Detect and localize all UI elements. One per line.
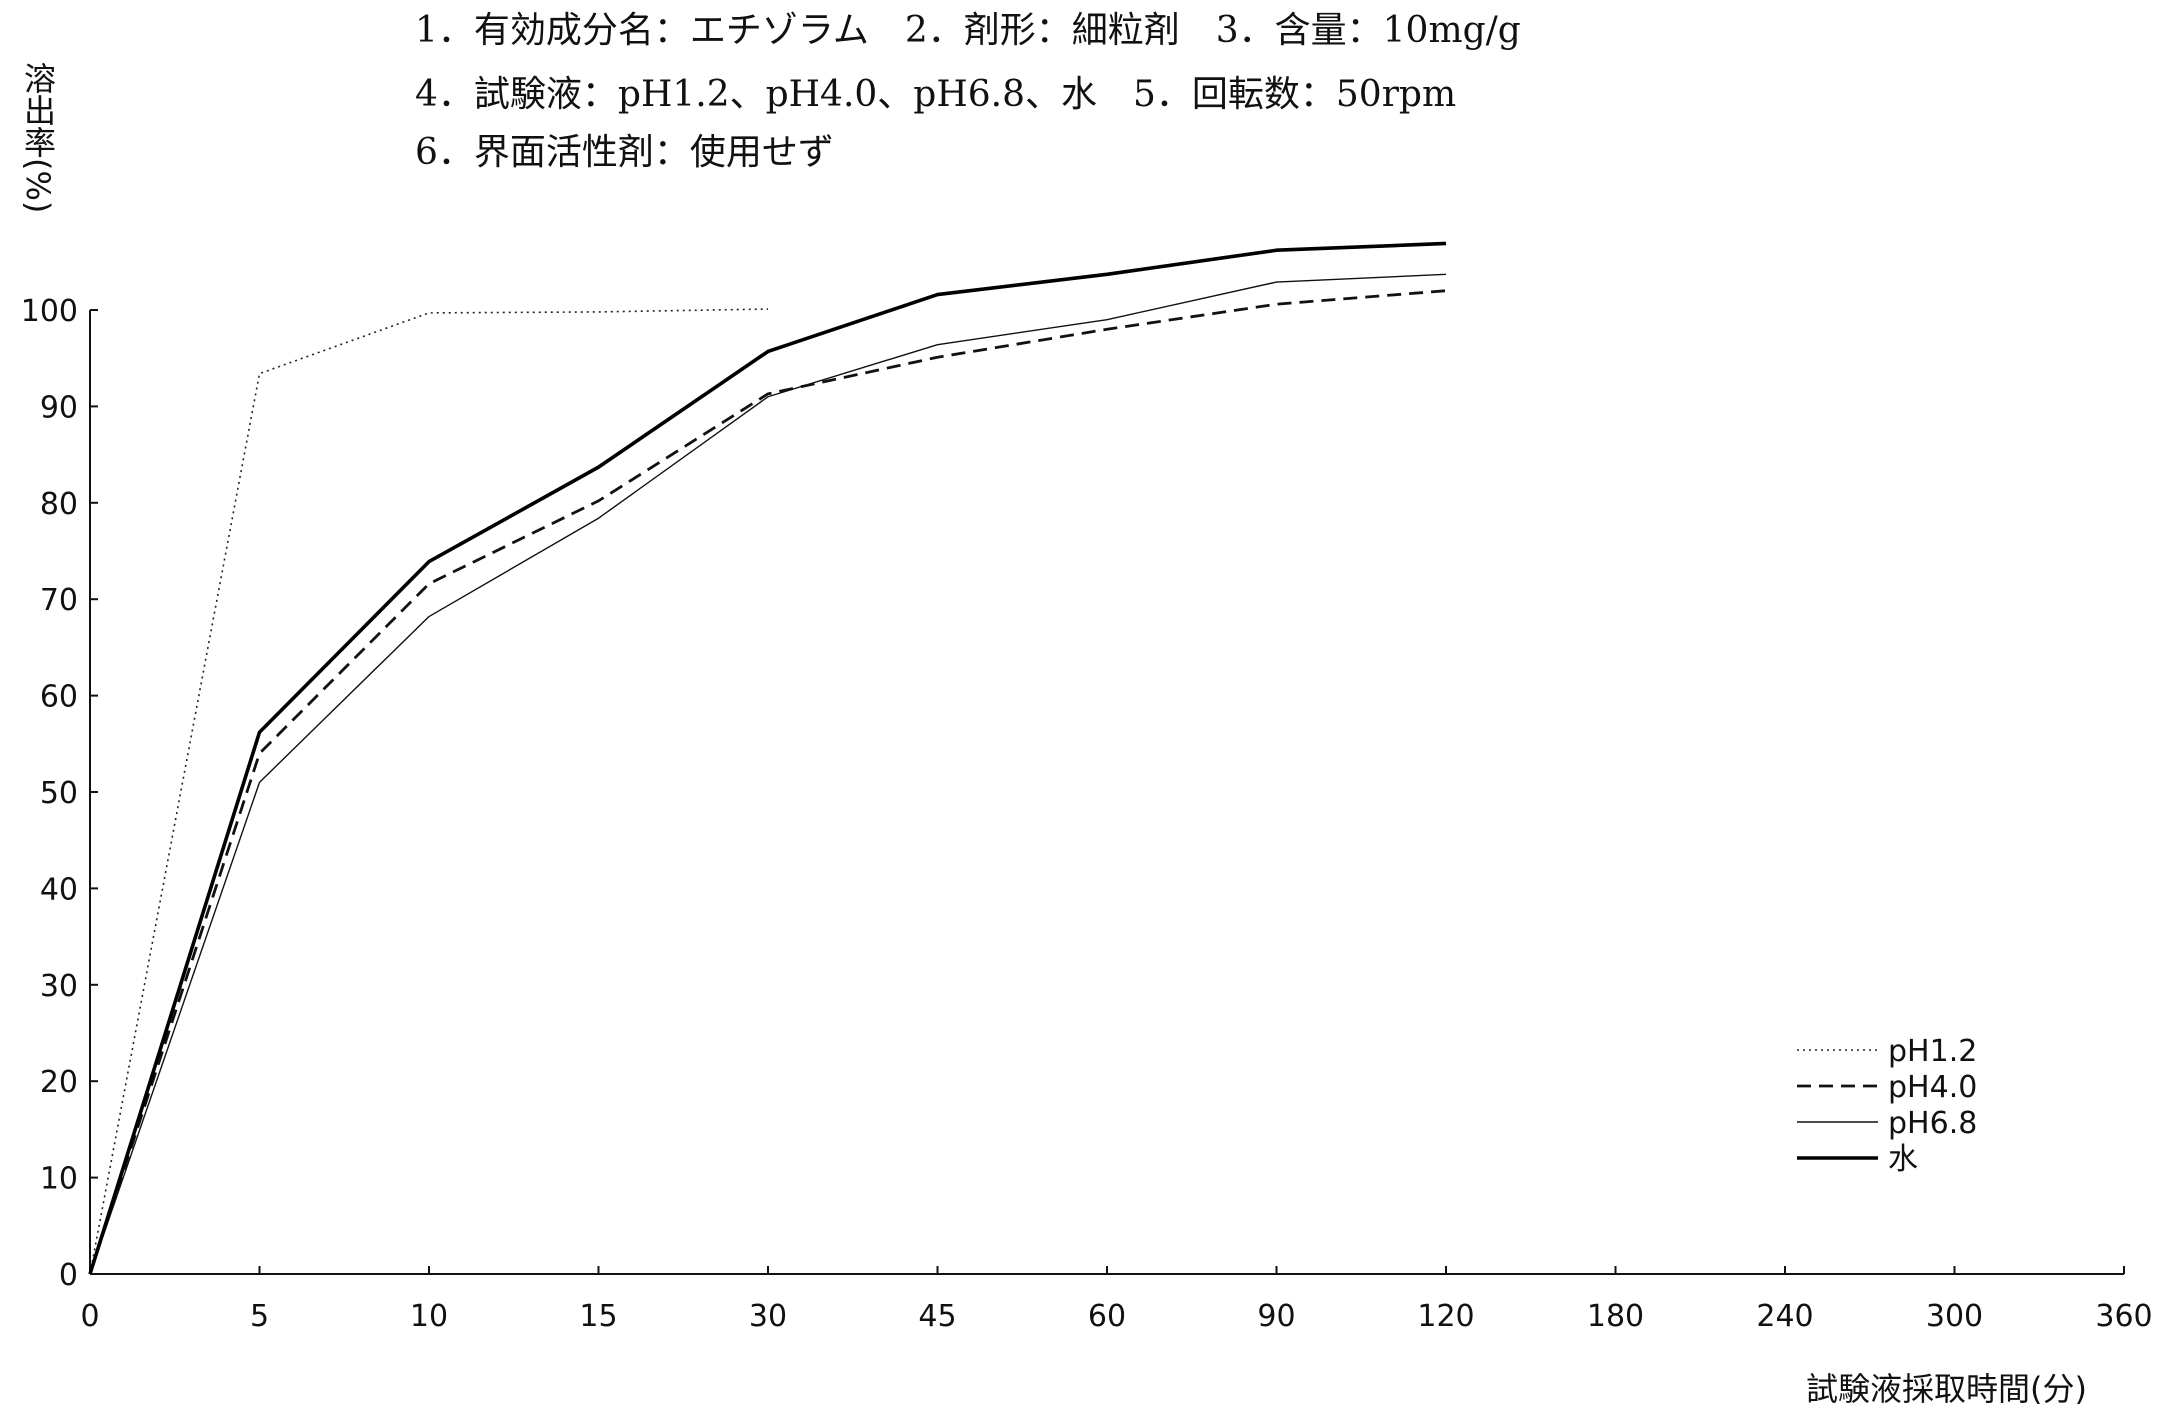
x-tick-label: 30 (749, 1299, 787, 1334)
x-tick-label: 45 (918, 1299, 956, 1334)
legend-label: pH1.2 (1888, 1034, 1977, 1069)
y-tick-label: 60 (40, 680, 78, 715)
x-tick-label: 360 (2095, 1299, 2152, 1334)
x-tick-label: 5 (250, 1299, 269, 1334)
x-tick-label: 240 (1756, 1299, 1813, 1334)
series-line-pH6.8 (89, 273, 1447, 1275)
y-tick-label: 70 (40, 583, 78, 618)
y-tick-label: 80 (40, 487, 78, 522)
y-tick-label: 90 (40, 390, 78, 425)
legend-label: pH6.8 (1888, 1106, 1977, 1141)
y-tick-label: 10 (40, 1162, 78, 1197)
header-line-1: 1．有効成分名：エチゾラム 2．剤形：細粒剤 3．含量：10mg/g (415, 10, 1521, 51)
series-line-pH4.0 (88, 289, 1447, 1275)
y-tick-label: 20 (40, 1065, 78, 1100)
x-tick-label: 120 (1417, 1299, 1474, 1334)
x-tick-label: 180 (1587, 1299, 1644, 1334)
x-tick-label: 0 (80, 1299, 99, 1334)
y-axis-title: 溶出率(%) (19, 62, 57, 213)
x-tick-label: 300 (1926, 1299, 1983, 1334)
x-tick-label: 15 (579, 1299, 617, 1334)
header-line-2: 4．試験液：pH1.2、pH4.0、pH6.8、水 5．回転数：50rpm (415, 74, 1456, 115)
legend-label: 水 (1888, 1142, 1918, 1177)
x-tick-label: 90 (1257, 1299, 1295, 1334)
y-tick-label: 30 (40, 969, 78, 1004)
legend-label: pH4.0 (1888, 1070, 1977, 1105)
y-tick-label: 50 (40, 776, 78, 811)
series-line-pH1.2 (89, 308, 769, 1275)
x-axis-title: 試験液採取時間(分) (1806, 1370, 2087, 1408)
y-tick-label: 0 (59, 1258, 78, 1293)
series-line-水 (88, 241, 1447, 1275)
y-tick-label: 40 (40, 872, 78, 907)
y-tick-label: 100 (21, 294, 78, 329)
header-line-3: 6．界面活性剤：使用せず (415, 132, 834, 173)
x-tick-label: 10 (410, 1299, 448, 1334)
x-tick-label: 60 (1088, 1299, 1126, 1334)
